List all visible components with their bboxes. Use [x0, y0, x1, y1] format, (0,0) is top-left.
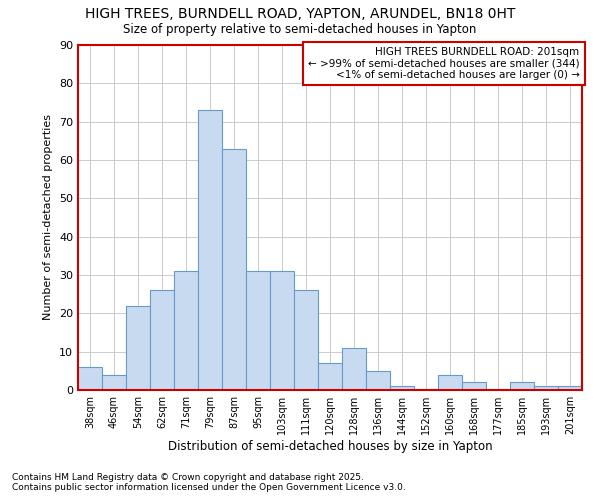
Bar	[438, 374, 462, 390]
Bar	[294, 290, 318, 390]
Text: HIGH TREES BURNDELL ROAD: 201sqm
← >99% of semi-detached houses are smaller (344: HIGH TREES BURNDELL ROAD: 201sqm ← >99% …	[308, 46, 580, 80]
Bar	[390, 386, 414, 390]
Bar	[102, 374, 126, 390]
Bar	[534, 386, 558, 390]
Bar	[150, 290, 174, 390]
Bar	[246, 271, 270, 390]
Bar	[462, 382, 486, 390]
Text: Contains public sector information licensed under the Open Government Licence v3: Contains public sector information licen…	[12, 484, 406, 492]
Bar	[366, 371, 390, 390]
Bar	[342, 348, 366, 390]
Bar	[222, 148, 246, 390]
Bar	[174, 271, 198, 390]
Bar	[318, 363, 342, 390]
Bar	[78, 367, 102, 390]
Text: HIGH TREES, BURNDELL ROAD, YAPTON, ARUNDEL, BN18 0HT: HIGH TREES, BURNDELL ROAD, YAPTON, ARUND…	[85, 8, 515, 22]
X-axis label: Distribution of semi-detached houses by size in Yapton: Distribution of semi-detached houses by …	[167, 440, 493, 453]
Bar	[198, 110, 222, 390]
Text: Size of property relative to semi-detached houses in Yapton: Size of property relative to semi-detach…	[124, 22, 476, 36]
Bar	[270, 271, 294, 390]
Text: Contains HM Land Registry data © Crown copyright and database right 2025.: Contains HM Land Registry data © Crown c…	[12, 474, 364, 482]
Y-axis label: Number of semi-detached properties: Number of semi-detached properties	[43, 114, 53, 320]
Bar	[510, 382, 534, 390]
Bar	[126, 306, 150, 390]
Bar	[558, 386, 582, 390]
